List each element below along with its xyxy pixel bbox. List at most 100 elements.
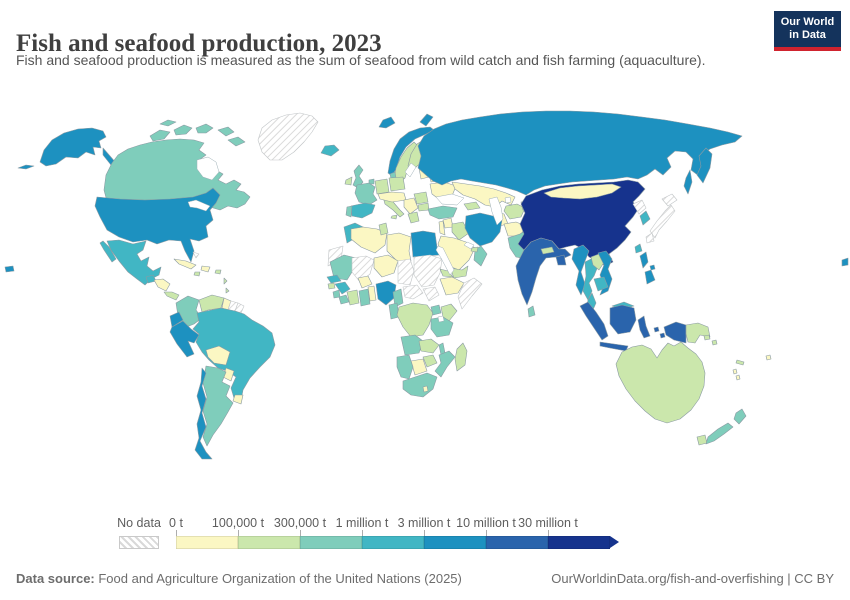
country-new-zealand-south[interactable] xyxy=(705,422,734,445)
country-vanuatu-2[interactable] xyxy=(735,374,741,381)
country-south-africa[interactable] xyxy=(402,372,438,398)
legend-bin-7[interactable] xyxy=(548,536,610,549)
country-russia-kamchatka[interactable] xyxy=(696,147,713,184)
country-iceland[interactable] xyxy=(320,144,340,157)
country-panama[interactable] xyxy=(163,291,180,301)
country-uzbekistan[interactable] xyxy=(503,203,526,220)
country-solomon-2[interactable] xyxy=(711,339,718,346)
country-canada-arctic-4[interactable] xyxy=(217,126,235,137)
country-indonesia-sulawesi[interactable] xyxy=(637,315,651,339)
country-japan-honshu[interactable] xyxy=(649,204,676,239)
legend-bin-6[interactable] xyxy=(486,536,548,549)
country-canada-arctic-1[interactable] xyxy=(149,129,171,142)
country-ecuador[interactable] xyxy=(169,311,184,328)
country-togo-benin[interactable] xyxy=(367,285,377,302)
country-jamaica[interactable] xyxy=(193,271,201,277)
legend-no-data-swatch[interactable] xyxy=(119,536,159,549)
country-mexico-baja[interactable] xyxy=(99,240,117,263)
country-uruguay[interactable] xyxy=(232,394,244,405)
country-honduras[interactable] xyxy=(153,278,171,292)
country-fiji[interactable] xyxy=(765,354,772,361)
country-turkey[interactable] xyxy=(427,205,458,220)
country-bangladesh[interactable] xyxy=(555,254,567,266)
country-egypt[interactable] xyxy=(410,230,440,258)
country-germany[interactable] xyxy=(374,178,390,195)
country-indonesia-maluku-1[interactable] xyxy=(653,326,660,333)
country-vietnam[interactable] xyxy=(597,250,613,296)
country-hispaniola[interactable] xyxy=(200,265,211,273)
country-drc[interactable] xyxy=(396,302,434,338)
country-novaya-zemlya[interactable] xyxy=(419,113,434,127)
country-bolivia[interactable] xyxy=(205,345,231,366)
country-bulgaria[interactable] xyxy=(417,202,430,212)
country-usa-aleutians[interactable] xyxy=(17,164,35,170)
country-indonesia-maluku-2[interactable] xyxy=(659,332,666,339)
country-syria[interactable] xyxy=(442,217,454,229)
country-mongolia[interactable] xyxy=(543,183,622,200)
country-philippines-luzon[interactable] xyxy=(639,251,649,269)
country-canada-arctic-6[interactable] xyxy=(159,119,177,127)
country-sri-lanka[interactable] xyxy=(527,305,536,318)
country-canada-arctic-2[interactable] xyxy=(173,124,193,136)
country-australia[interactable] xyxy=(615,341,706,424)
country-new-zealand-north[interactable] xyxy=(733,408,747,425)
country-mozambique[interactable] xyxy=(434,350,456,378)
country-yemen[interactable] xyxy=(449,265,469,279)
country-cambodia[interactable] xyxy=(593,276,609,292)
country-argentina[interactable] xyxy=(202,365,234,447)
legend-bin-5[interactable] xyxy=(424,536,486,549)
country-iran[interactable] xyxy=(464,212,503,247)
country-vanuatu-1[interactable] xyxy=(732,368,738,375)
country-jordan[interactable] xyxy=(438,220,446,236)
country-ireland[interactable] xyxy=(344,176,353,186)
country-nepal[interactable] xyxy=(540,246,555,255)
country-burkina-faso[interactable] xyxy=(357,275,373,289)
country-japan-hokkaido[interactable] xyxy=(661,193,678,207)
country-zimbabwe[interactable] xyxy=(422,354,438,368)
country-niger[interactable] xyxy=(373,254,399,278)
legend-bin-4[interactable] xyxy=(362,536,424,549)
country-svalbard[interactable] xyxy=(378,116,396,129)
country-south-sudan[interactable] xyxy=(422,286,440,302)
country-lesotho[interactable] xyxy=(422,385,429,393)
country-sicily[interactable] xyxy=(390,214,398,220)
country-uganda[interactable] xyxy=(430,304,442,316)
country-tunisia[interactable] xyxy=(378,222,389,236)
country-cuba[interactable] xyxy=(173,258,197,270)
country-new-caledonia[interactable] xyxy=(735,359,745,366)
country-antilles-1[interactable] xyxy=(223,277,228,285)
country-caucasus[interactable] xyxy=(463,201,481,211)
country-russia-sakhalin[interactable] xyxy=(683,169,693,195)
country-botswana[interactable] xyxy=(410,358,428,376)
country-car[interactable] xyxy=(402,284,424,300)
country-algeria[interactable] xyxy=(350,226,388,254)
country-ghana[interactable] xyxy=(358,288,371,307)
country-cameroon[interactable] xyxy=(392,288,404,308)
country-canada-arctic-3[interactable] xyxy=(195,123,214,134)
country-guinea-bissau[interactable] xyxy=(327,282,336,290)
country-indonesia-java[interactable] xyxy=(599,341,629,352)
country-philippines-visayas[interactable] xyxy=(649,264,656,271)
country-usa-alaska[interactable] xyxy=(39,127,107,167)
country-indonesia-sumatra[interactable] xyxy=(579,301,609,341)
country-madagascar[interactable] xyxy=(454,342,468,372)
country-philippines-mindanao[interactable] xyxy=(644,269,656,285)
country-portugal[interactable] xyxy=(345,205,353,218)
country-namibia[interactable] xyxy=(396,354,414,380)
country-mexico[interactable] xyxy=(106,239,162,286)
country-chad[interactable] xyxy=(397,258,415,286)
country-senegal[interactable] xyxy=(326,274,342,284)
country-greece[interactable] xyxy=(407,211,420,224)
country-north-korea[interactable] xyxy=(632,199,647,215)
country-mali[interactable] xyxy=(351,255,375,283)
country-uk[interactable] xyxy=(352,164,364,189)
country-guinea[interactable] xyxy=(334,281,351,295)
country-puerto-rico[interactable] xyxy=(214,269,222,275)
country-japan-kyushu[interactable] xyxy=(645,232,655,244)
country-somalia[interactable] xyxy=(457,277,483,310)
country-indonesia-papua[interactable] xyxy=(663,321,687,344)
country-india[interactable] xyxy=(515,237,572,306)
legend-bin-2[interactable] xyxy=(238,536,300,549)
country-chile[interactable] xyxy=(194,367,213,460)
country-usa-mainland[interactable] xyxy=(94,187,221,263)
